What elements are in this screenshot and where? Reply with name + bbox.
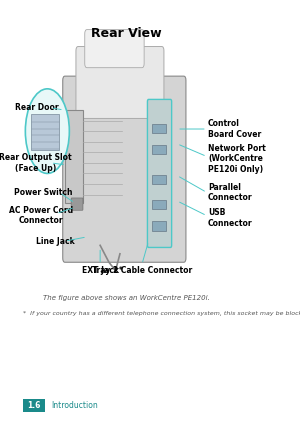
Text: 1.6: 1.6 [28,401,41,410]
Text: Line Jack: Line Jack [36,236,74,246]
FancyBboxPatch shape [152,200,166,209]
FancyBboxPatch shape [23,399,45,412]
Circle shape [25,89,69,173]
Text: Introduction: Introduction [52,401,98,410]
Text: The figure above shows an WorkCentre PE120i.: The figure above shows an WorkCentre PE1… [43,295,210,301]
Text: Rear View: Rear View [91,27,162,41]
FancyBboxPatch shape [71,198,83,210]
FancyBboxPatch shape [31,114,59,150]
Text: EXT Jack*: EXT Jack* [82,266,123,275]
FancyBboxPatch shape [152,124,166,133]
FancyBboxPatch shape [152,221,166,231]
FancyBboxPatch shape [152,145,166,154]
FancyBboxPatch shape [65,110,82,203]
FancyBboxPatch shape [147,99,172,247]
Text: *  If your country has a different telephone connection system, this socket may : * If your country has a different teleph… [23,310,300,316]
FancyBboxPatch shape [63,76,186,262]
Text: Parallel
Connector: Parallel Connector [208,183,253,202]
Text: Power Switch: Power Switch [14,188,72,197]
FancyBboxPatch shape [152,175,166,184]
Text: AC Power Cord
Connector: AC Power Cord Connector [9,206,73,225]
Text: Network Port
(WorkCentre
PE120i Only): Network Port (WorkCentre PE120i Only) [208,144,266,173]
FancyBboxPatch shape [85,30,144,68]
FancyBboxPatch shape [76,47,164,118]
Text: Rear Output Slot
(Face Up): Rear Output Slot (Face Up) [0,153,72,173]
Text: USB
Connector: USB Connector [208,208,253,228]
Text: Control
Board Cover: Control Board Cover [208,119,261,139]
Text: Tray 2 Cable Connector: Tray 2 Cable Connector [92,266,192,275]
Text: Rear Door: Rear Door [14,103,58,113]
